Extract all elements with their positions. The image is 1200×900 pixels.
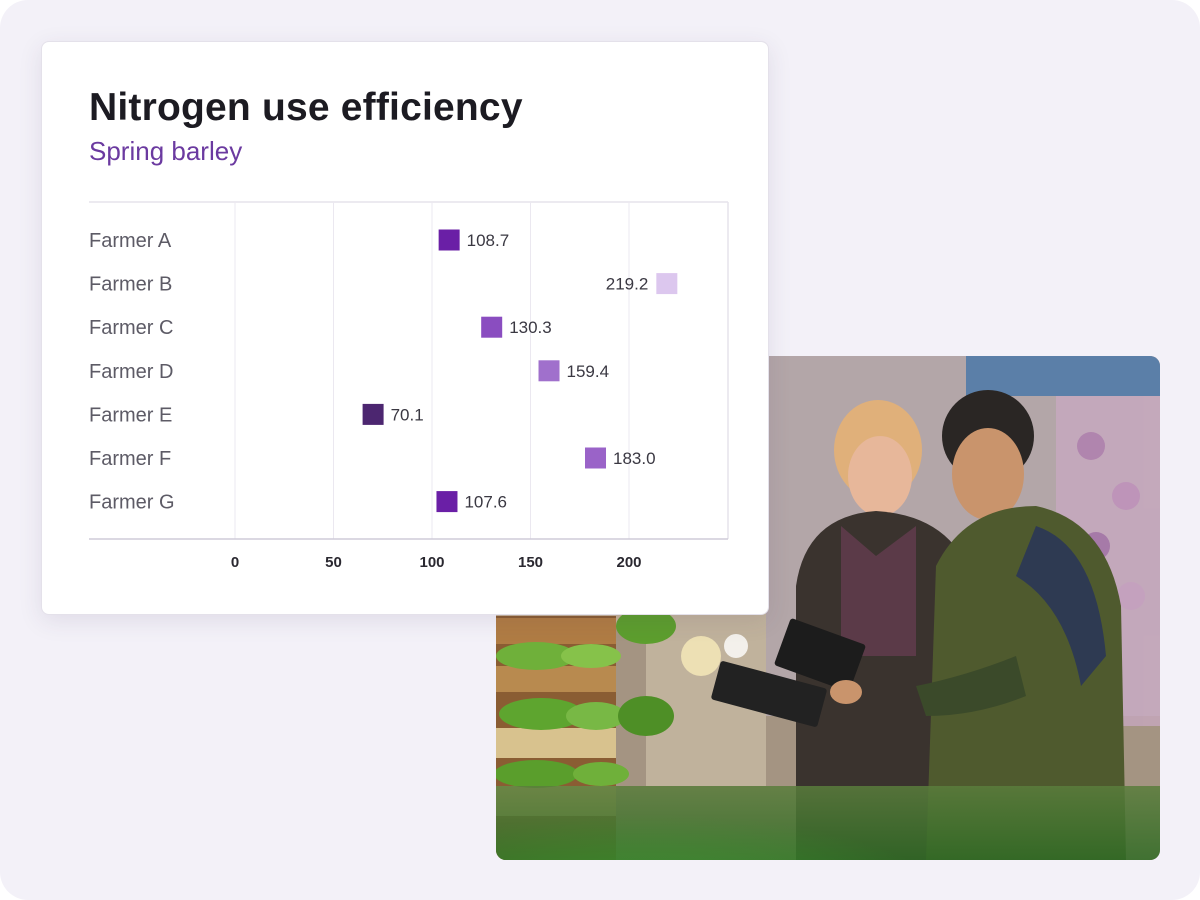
data-point-marker [438,229,460,251]
greenhouse-photo [496,356,1160,860]
data-value-label: 70.1 [391,405,424,424]
data-value-label: 130.3 [509,318,552,337]
data-point-marker [362,403,384,425]
row-label: Farmer A [89,230,172,252]
row-label: Farmer C [89,317,173,339]
chart-subtitle: Spring barley [89,136,243,166]
x-tick-label: 100 [419,554,444,571]
row-label: Farmer B [89,274,172,296]
x-tick-label: 150 [518,554,543,571]
data-value-label: 219.2 [606,275,649,294]
data-value-label: 108.7 [467,231,510,250]
data-value-label: 183.0 [613,449,656,468]
x-tick-label: 50 [325,554,342,571]
chart-title: Nitrogen use efficiency [89,86,523,129]
data-point-marker [436,491,458,513]
data-point-marker [481,316,503,338]
row-label: Farmer F [89,448,171,470]
row-label: Farmer D [89,361,173,383]
data-point-marker [656,273,678,295]
x-tick-label: 200 [616,554,641,571]
x-tick-label: 0 [231,554,239,571]
row-label: Farmer G [89,492,175,514]
data-value-label: 159.4 [567,362,610,381]
data-point-marker [585,447,607,469]
dot-chart: 0 50 100 150 200 Farmer A 108.7 Farmer B 219.2 Fa… [89,201,729,571]
data-value-label: 107.6 [464,493,507,512]
chart-card: Nitrogen use efficiency Spring barley 0 5… [41,41,769,615]
row-label: Farmer E [89,404,172,426]
data-point-marker [538,360,560,382]
photo-illustration [496,356,1160,860]
